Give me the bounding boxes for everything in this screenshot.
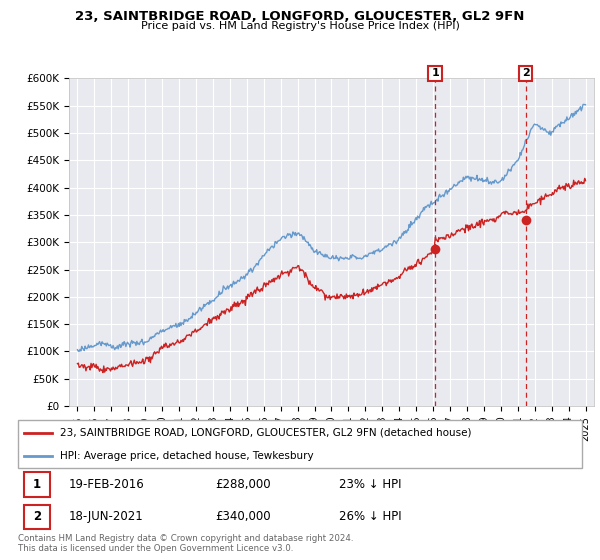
Text: 23, SAINTBRIDGE ROAD, LONGFORD, GLOUCESTER, GL2 9FN (detached house): 23, SAINTBRIDGE ROAD, LONGFORD, GLOUCEST… xyxy=(60,428,472,438)
Text: 18-JUN-2021: 18-JUN-2021 xyxy=(69,510,143,523)
Text: Price paid vs. HM Land Registry's House Price Index (HPI): Price paid vs. HM Land Registry's House … xyxy=(140,21,460,31)
FancyBboxPatch shape xyxy=(18,420,582,468)
Text: 1: 1 xyxy=(33,478,41,491)
Text: 2: 2 xyxy=(522,68,529,78)
Text: Contains HM Land Registry data © Crown copyright and database right 2024.
This d: Contains HM Land Registry data © Crown c… xyxy=(18,534,353,553)
Text: 1: 1 xyxy=(431,68,439,78)
Text: 2: 2 xyxy=(33,510,41,523)
Text: £340,000: £340,000 xyxy=(215,510,271,523)
FancyBboxPatch shape xyxy=(25,472,50,497)
Text: 23, SAINTBRIDGE ROAD, LONGFORD, GLOUCESTER, GL2 9FN: 23, SAINTBRIDGE ROAD, LONGFORD, GLOUCEST… xyxy=(76,10,524,22)
Text: 19-FEB-2016: 19-FEB-2016 xyxy=(69,478,145,491)
FancyBboxPatch shape xyxy=(25,505,50,529)
Text: HPI: Average price, detached house, Tewkesbury: HPI: Average price, detached house, Tewk… xyxy=(60,451,314,461)
Text: 26% ↓ HPI: 26% ↓ HPI xyxy=(340,510,402,523)
Text: £288,000: £288,000 xyxy=(215,478,271,491)
Text: 23% ↓ HPI: 23% ↓ HPI xyxy=(340,478,402,491)
